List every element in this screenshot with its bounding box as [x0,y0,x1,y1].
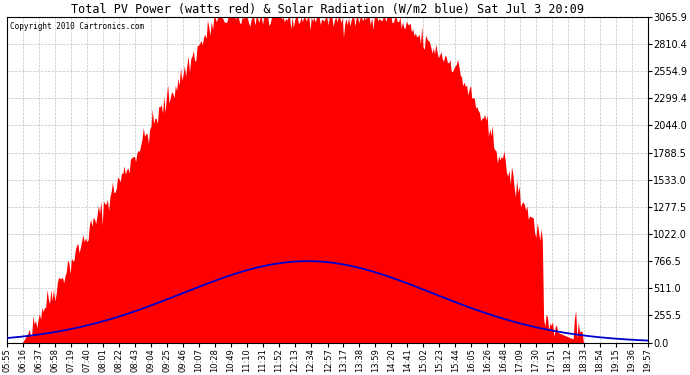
Title: Total PV Power (watts red) & Solar Radiation (W/m2 blue) Sat Jul 3 20:09: Total PV Power (watts red) & Solar Radia… [71,3,584,16]
Text: Copyright 2010 Cartronics.com: Copyright 2010 Cartronics.com [10,22,145,31]
